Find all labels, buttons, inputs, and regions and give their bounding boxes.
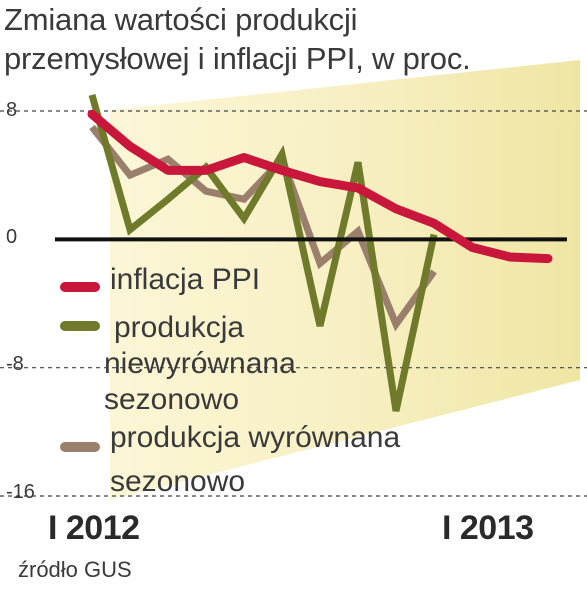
- ytick-label: 8: [6, 99, 18, 121]
- legend-label: produkcja: [114, 311, 245, 344]
- legend-label: inflacja PPI: [110, 263, 261, 296]
- legend-label: produkcja wyrównana: [110, 421, 401, 454]
- chart-title: Zmiana wartości produkcji przemysłowej i…: [4, 0, 584, 78]
- legend-label: niewyrównana: [104, 347, 296, 380]
- source-note: źródło GUS: [18, 557, 132, 582]
- ytick-label: -8: [6, 353, 24, 375]
- series-line-unadjusted: [88, 94, 438, 412]
- legend-swatch-unadjusted: [60, 321, 100, 331]
- series-line-ppi: [87, 109, 553, 264]
- legend-swatch-adjusted: [60, 442, 100, 452]
- chart-title-line-1: Zmiana wartości produkcji: [4, 2, 358, 37]
- legend-label: sezonowo: [110, 465, 246, 498]
- background-band: [110, 60, 580, 500]
- legend-swatch-ppi: [60, 282, 100, 292]
- legend-label: sezonowo: [104, 383, 240, 416]
- chart-title-line-2: przemysłowej i inflacji PPI, w proc.: [4, 41, 471, 76]
- xtick-label: I 2013: [442, 509, 534, 547]
- ytick-label: 0: [6, 226, 18, 248]
- xtick-label: I 2012: [48, 509, 140, 547]
- ytick-label: -16: [6, 481, 35, 503]
